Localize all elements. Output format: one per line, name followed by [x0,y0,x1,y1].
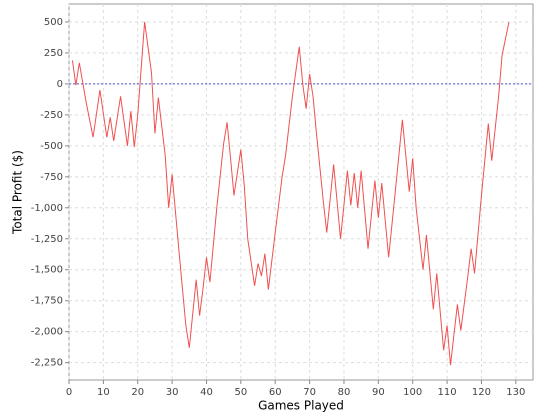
y-tick-label: -1,000 [31,203,63,214]
y-tick-label: -250 [40,110,63,121]
y-tick-label: -1,250 [31,234,63,245]
x-tick-label: 10 [97,387,110,398]
x-tick-label: 120 [472,387,491,398]
y-tick-label: -500 [40,141,63,152]
x-tick-label: 90 [372,387,385,398]
x-tick-label: 30 [166,387,179,398]
y-tick-label: 500 [44,17,63,28]
y-tick-label: -750 [40,172,63,183]
data-line [71,21,510,366]
x-tick-label: 60 [269,387,282,398]
x-tick-label: 80 [338,387,351,398]
y-tick-label: -1,750 [31,296,63,307]
x-tick-label: 0 [66,387,72,398]
x-tick-label: 130 [506,387,525,398]
x-tick-label: 110 [438,387,457,398]
y-axis-title: Total Profit ($) [11,150,25,235]
x-tick-label: 70 [303,387,316,398]
y-tick-label: 250 [44,48,63,59]
x-axis-title: Games Played [258,399,344,413]
x-tick-label: 100 [403,387,422,398]
y-tick-label: -1,500 [31,265,63,276]
x-tick-label: 20 [131,387,144,398]
x-tick-label: 50 [234,387,247,398]
x-tick-label: 40 [200,387,213,398]
y-tick-label: -2,250 [31,358,63,369]
y-tick-label: -2,000 [31,327,63,338]
y-tick-label: 0 [57,79,63,90]
